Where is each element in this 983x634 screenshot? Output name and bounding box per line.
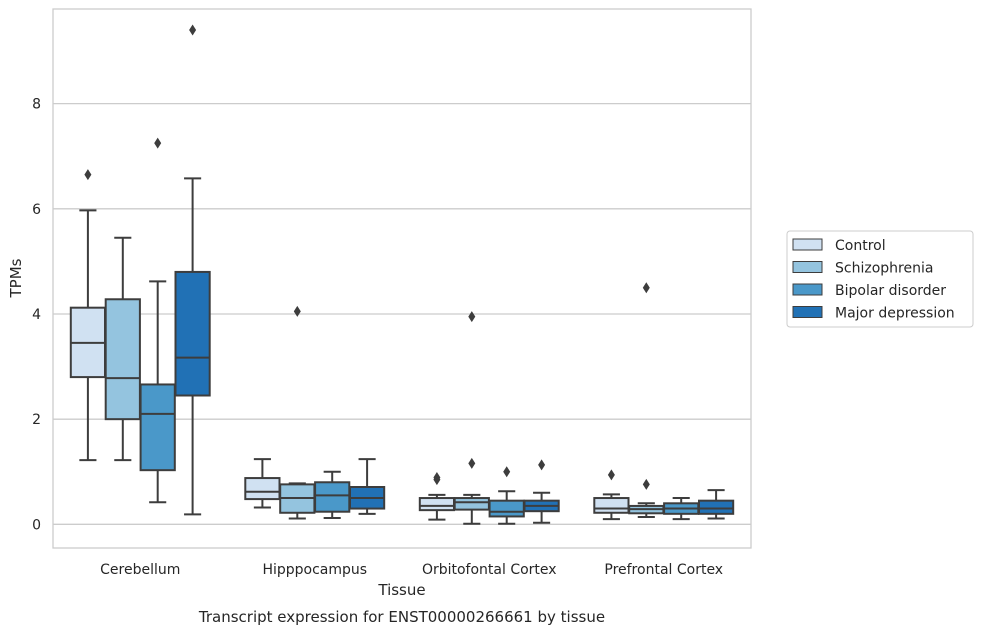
outlier-point <box>468 457 476 469</box>
outlier-point <box>433 472 441 484</box>
outlier-point <box>154 137 162 149</box>
box-control <box>69 169 107 462</box>
x-tick-label: Orbitofontal Cortex <box>422 562 557 578</box>
box-body <box>593 497 630 514</box>
box-bipolar-disorder <box>663 497 700 521</box>
box-body <box>139 383 176 472</box>
box-body <box>104 298 141 421</box>
outlier-point <box>293 305 301 317</box>
axes-frame <box>52 8 752 549</box>
legend-swatch <box>792 238 823 251</box>
x-tick-label: Prefrontal Cortex <box>604 562 723 578</box>
box-bipolar-disorder <box>314 470 351 520</box>
box-body <box>174 270 211 397</box>
box-body <box>314 481 351 513</box>
box-control <box>418 472 456 521</box>
x-tick-label: Hipppocampus <box>262 562 367 578</box>
y-tick-label: 2 <box>32 412 41 428</box>
box-body <box>697 499 735 515</box>
y-tick-label: 0 <box>32 517 41 533</box>
legend: Control Schizophrenia Bipolar disorder Majo… <box>786 230 974 328</box>
outlier-point <box>84 169 92 181</box>
box-major-depression <box>697 489 735 520</box>
y-tick-label: 4 <box>32 307 41 323</box>
box-body <box>244 477 281 501</box>
legend-swatch <box>792 261 823 273</box>
outlier-point <box>538 459 546 471</box>
box-body <box>418 497 456 512</box>
legend-frame <box>786 230 974 328</box>
box-bipolar-disorder <box>139 137 176 504</box>
box-schizophrenia <box>104 236 141 462</box>
box-schizophrenia <box>453 311 490 525</box>
legend-items: Control Schizophrenia Bipolar disorder Majo… <box>792 238 955 322</box>
legend-swatch <box>792 306 823 318</box>
y-tick-label: 6 <box>32 202 41 218</box>
y-tick-labels: 0 2 4 6 8 <box>32 97 41 534</box>
box-major-depression <box>174 24 211 516</box>
box-control <box>244 458 281 509</box>
box-bipolar-disorder <box>488 466 525 525</box>
box-body <box>488 499 525 518</box>
y-axis-label: TPMs <box>7 258 25 298</box>
legend-label: Control <box>835 238 886 254</box>
box-major-depression <box>523 459 560 524</box>
x-tick-label: Cerebellum <box>100 562 180 578</box>
box-schizophrenia <box>628 282 665 518</box>
legend-label: Major depression <box>835 306 955 322</box>
y-tick-label: 8 <box>32 97 41 113</box>
x-axis-label: Tissue <box>377 581 425 599</box>
box-major-depression <box>348 458 386 515</box>
outlier-point <box>642 282 650 294</box>
x-tick-labels: Cerebellum Hipppocampus Orbitofontal Corte… <box>100 562 723 578</box>
plot-area <box>69 24 735 525</box>
outlier-point <box>468 311 476 323</box>
legend-label: Bipolar disorder <box>835 283 946 299</box>
legend-label: Schizophrenia <box>835 261 933 277</box>
box-body <box>453 497 490 511</box>
chart-caption: Transcript expression for ENST0000026666… <box>198 608 605 626</box>
outlier-point <box>503 466 511 478</box>
outlier-point <box>607 469 615 481</box>
outlier-point <box>642 478 650 490</box>
box-control <box>593 469 630 521</box>
box-schizophrenia <box>279 305 316 520</box>
outlier-point <box>189 24 197 36</box>
legend-swatch <box>792 283 823 296</box>
